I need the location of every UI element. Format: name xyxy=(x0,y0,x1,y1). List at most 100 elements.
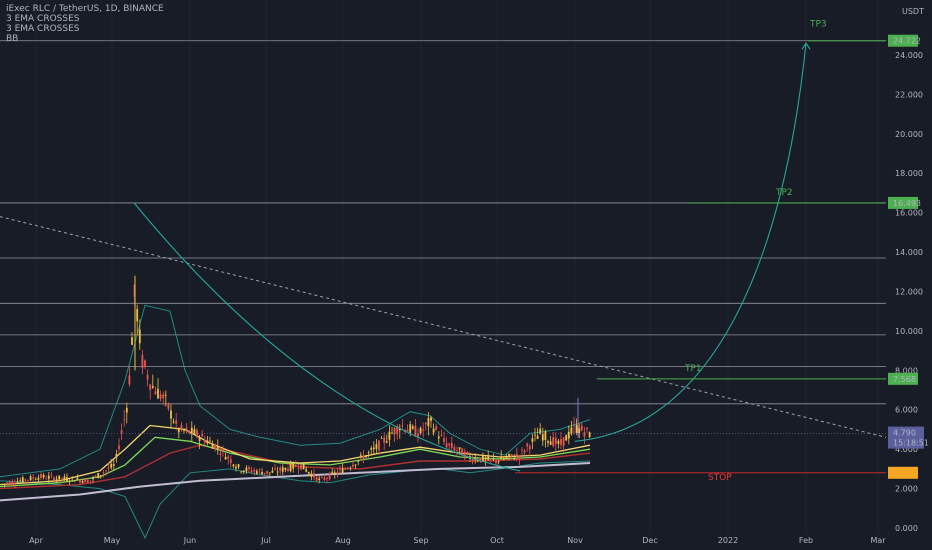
candle-body xyxy=(138,329,141,344)
candle-body xyxy=(432,428,435,433)
candle-body xyxy=(471,459,474,462)
candle-body xyxy=(385,441,388,443)
candle-body xyxy=(578,428,581,434)
indicator-bb[interactable]: BB xyxy=(6,34,19,44)
candle-body xyxy=(68,481,71,482)
last-price-tag xyxy=(888,426,924,449)
candle-body xyxy=(393,427,396,435)
candle-body xyxy=(253,469,256,472)
time-tick-label: Nov xyxy=(567,536,583,545)
candle-body xyxy=(354,464,357,466)
candle-body xyxy=(102,472,105,474)
candle-body xyxy=(266,470,269,474)
candle-body xyxy=(492,458,495,460)
price-tick-label: 14.000 xyxy=(895,248,923,257)
candle-body xyxy=(318,478,321,481)
candle-body xyxy=(528,445,531,450)
candle-body xyxy=(562,437,565,446)
price-tag-tp3 xyxy=(888,34,918,47)
candle-body xyxy=(240,471,243,473)
candle-body xyxy=(495,460,497,463)
candle-body xyxy=(8,481,11,486)
candle-body xyxy=(570,427,573,434)
candle-body xyxy=(554,437,557,445)
candle-body xyxy=(427,418,430,427)
candle-body xyxy=(320,477,323,478)
candle-body xyxy=(50,475,53,476)
bb-upper-band xyxy=(0,304,591,478)
candle-body xyxy=(99,475,102,476)
time-tick-label: Jun xyxy=(183,536,197,545)
candle-body xyxy=(445,443,448,448)
candle-body xyxy=(209,440,211,442)
candle-body xyxy=(435,426,438,430)
candle-body xyxy=(16,481,19,484)
candle-body xyxy=(523,450,526,453)
candle-body xyxy=(531,438,534,442)
candle-body xyxy=(227,456,230,459)
candle-body xyxy=(315,476,318,481)
candle-body xyxy=(383,437,386,443)
candle-body xyxy=(510,454,513,457)
candle-body xyxy=(549,441,552,445)
candle-body xyxy=(300,464,302,470)
indicator-ema-2[interactable]: 3 EMA CROSSES xyxy=(6,24,80,34)
candle-body xyxy=(242,470,245,473)
candle-body xyxy=(575,425,578,434)
candle-body xyxy=(440,435,443,436)
candle-body xyxy=(6,482,9,484)
candle-body xyxy=(526,443,529,447)
candle-body xyxy=(513,458,516,460)
candle-body xyxy=(362,455,365,460)
candle-body xyxy=(37,477,40,480)
price-tick-label: 12.000 xyxy=(895,287,923,296)
candle-body xyxy=(305,469,308,472)
price-axis[interactable] xyxy=(886,0,932,550)
candle-body xyxy=(183,430,185,431)
indicator-ema-1[interactable]: 3 EMA CROSSES xyxy=(6,14,80,24)
candle-body xyxy=(115,453,118,458)
candle-body xyxy=(263,472,266,474)
candle-body xyxy=(544,431,547,441)
candle-body xyxy=(370,448,373,450)
candle-body xyxy=(123,418,126,420)
candle-body xyxy=(424,422,427,425)
candle-body xyxy=(216,446,219,449)
candle-body xyxy=(552,437,555,446)
time-tick-label: May xyxy=(104,536,121,545)
price-tick-label: 10.000 xyxy=(895,327,923,336)
time-tick-label: Feb xyxy=(799,536,813,545)
candle-body xyxy=(29,476,32,481)
candle-body xyxy=(414,426,417,437)
price-tick-label: 4.000 xyxy=(895,445,918,454)
candle-body xyxy=(258,469,261,471)
candle-body xyxy=(505,456,508,459)
candle-body xyxy=(583,432,586,437)
candle-body xyxy=(3,483,6,485)
candle-body xyxy=(419,427,422,434)
countdown-text: 15:18:51 xyxy=(893,439,929,448)
candle-body xyxy=(422,429,425,431)
candle-body xyxy=(73,481,76,483)
candle-body xyxy=(206,440,209,444)
candle-body xyxy=(417,433,419,438)
candle-body xyxy=(245,467,248,472)
candle-body xyxy=(456,449,458,451)
price-tick-label: 0.000 xyxy=(895,524,918,533)
candle-body xyxy=(45,478,48,480)
candle-body xyxy=(461,448,464,456)
candle-body xyxy=(203,439,206,443)
candle-body xyxy=(21,477,24,483)
candle-body xyxy=(185,427,188,429)
price-tag-text: 16.493 xyxy=(893,199,921,208)
candle-body xyxy=(437,436,440,439)
candle-body xyxy=(326,478,328,479)
candle-body xyxy=(521,449,523,451)
candle-body xyxy=(71,477,74,479)
candle-body xyxy=(541,434,544,441)
candle-body xyxy=(375,444,378,449)
candle-body xyxy=(94,475,97,477)
candle-body xyxy=(188,430,191,434)
